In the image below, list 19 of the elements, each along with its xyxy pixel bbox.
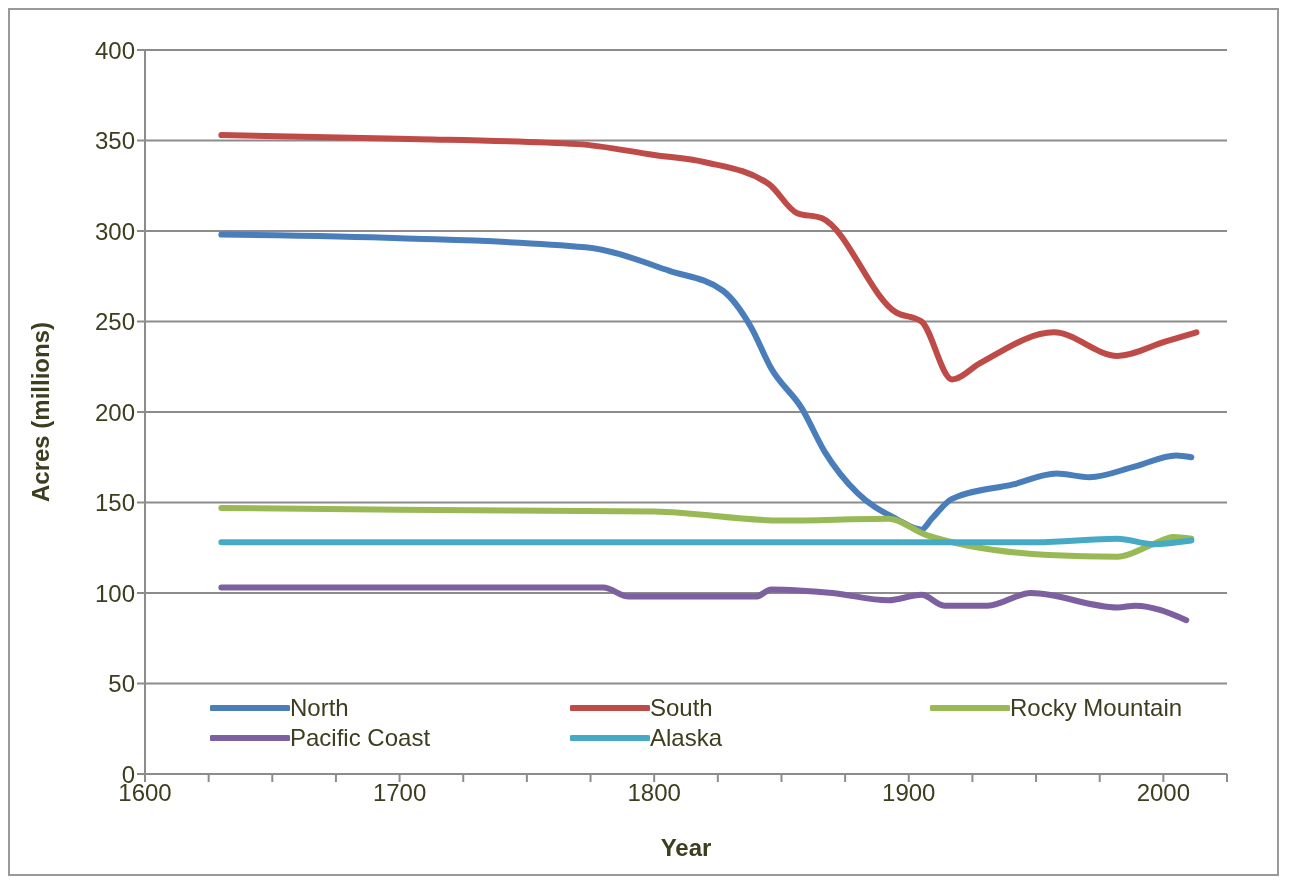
y-tick-label: 350 xyxy=(94,127,135,155)
y-tick-label: 200 xyxy=(94,398,135,426)
y-tick-label: 100 xyxy=(94,579,135,607)
x-tick-label: 1800 xyxy=(627,779,681,807)
y-tick-label: 250 xyxy=(94,308,135,336)
y-tick-label: 50 xyxy=(108,670,135,698)
y-tick-label: 400 xyxy=(94,36,135,64)
y-tick-label: 150 xyxy=(94,489,135,517)
x-tick-label: 2000 xyxy=(1136,779,1191,807)
legend-label: Alaska xyxy=(650,724,723,752)
y-axis-title: Acres (millions) xyxy=(26,321,54,503)
legend-label: South xyxy=(650,694,713,722)
x-tick-label: 1900 xyxy=(882,779,936,807)
x-axis-title: Year xyxy=(660,834,712,861)
y-tick-label: 300 xyxy=(94,217,135,245)
legend-label: Pacific Coast xyxy=(290,724,431,752)
x-tick-label: 1700 xyxy=(372,779,427,807)
legend-label: Rocky Mountain xyxy=(1010,694,1183,722)
legend-label: North xyxy=(290,694,349,722)
